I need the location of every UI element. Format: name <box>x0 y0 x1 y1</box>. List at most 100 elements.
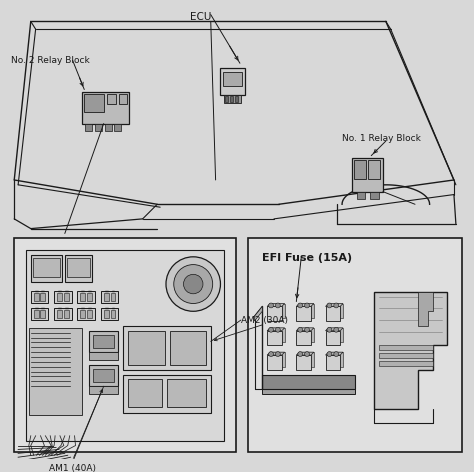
Bar <box>368 160 380 179</box>
Circle shape <box>183 274 203 294</box>
Bar <box>110 310 115 318</box>
Bar <box>77 291 95 303</box>
Circle shape <box>305 352 310 356</box>
Polygon shape <box>296 355 311 370</box>
Polygon shape <box>326 331 340 346</box>
Text: AM2 (30A): AM2 (30A) <box>241 316 288 325</box>
Polygon shape <box>296 328 314 331</box>
Bar <box>54 308 72 320</box>
Bar <box>167 379 206 406</box>
Circle shape <box>275 352 280 356</box>
Bar <box>81 310 85 318</box>
Bar <box>89 365 118 386</box>
Polygon shape <box>267 352 285 355</box>
Polygon shape <box>296 303 314 306</box>
Circle shape <box>334 303 338 308</box>
Bar <box>248 238 462 452</box>
Circle shape <box>275 303 280 308</box>
Polygon shape <box>328 352 343 367</box>
Bar <box>101 308 118 320</box>
Bar <box>123 374 211 413</box>
Bar <box>67 258 90 277</box>
Circle shape <box>305 303 310 308</box>
Polygon shape <box>296 306 311 321</box>
Bar <box>77 308 95 320</box>
Bar <box>379 346 433 350</box>
Bar <box>114 124 121 131</box>
Bar <box>110 293 115 301</box>
Bar <box>57 310 62 318</box>
Bar <box>170 331 206 365</box>
Bar <box>84 94 104 112</box>
Polygon shape <box>328 328 343 342</box>
Circle shape <box>266 379 274 386</box>
Polygon shape <box>255 306 262 321</box>
Circle shape <box>334 352 338 356</box>
Bar <box>87 310 92 318</box>
Bar <box>31 291 48 303</box>
Bar <box>123 326 211 370</box>
Bar <box>89 352 118 360</box>
Bar <box>220 68 245 95</box>
Polygon shape <box>270 303 285 318</box>
Bar <box>87 293 92 301</box>
Bar <box>34 293 38 301</box>
Circle shape <box>174 265 213 303</box>
Bar <box>230 96 233 102</box>
Bar <box>89 386 118 394</box>
Polygon shape <box>267 328 285 331</box>
Circle shape <box>327 328 332 332</box>
Text: AM1 (40A): AM1 (40A) <box>49 464 96 472</box>
Polygon shape <box>299 303 314 318</box>
Bar <box>33 258 60 277</box>
Text: No. 2 Relay Block: No. 2 Relay Block <box>11 57 90 66</box>
Polygon shape <box>267 303 285 306</box>
Polygon shape <box>326 328 343 331</box>
Circle shape <box>305 328 310 332</box>
Bar <box>354 160 366 179</box>
Bar <box>40 293 46 301</box>
Polygon shape <box>267 331 282 346</box>
Bar <box>26 250 224 441</box>
Circle shape <box>298 303 303 308</box>
Bar <box>379 361 433 366</box>
Bar <box>31 255 62 282</box>
Bar <box>64 293 69 301</box>
Bar <box>379 353 433 358</box>
Bar <box>81 293 85 301</box>
Bar <box>107 94 117 104</box>
Polygon shape <box>299 352 314 367</box>
Polygon shape <box>418 292 433 326</box>
Bar <box>40 310 46 318</box>
Bar <box>95 124 102 131</box>
Bar <box>65 255 92 282</box>
Text: EFI Fuse (15A): EFI Fuse (15A) <box>262 253 352 263</box>
Polygon shape <box>328 303 343 318</box>
Bar <box>54 291 72 303</box>
Bar <box>235 96 238 102</box>
Polygon shape <box>326 306 340 321</box>
Circle shape <box>275 328 280 332</box>
Bar <box>105 124 111 131</box>
Bar <box>223 72 242 85</box>
Polygon shape <box>270 352 285 367</box>
Circle shape <box>166 257 220 312</box>
Polygon shape <box>374 292 447 409</box>
Bar <box>262 374 355 389</box>
Polygon shape <box>326 355 340 370</box>
Bar <box>31 308 48 320</box>
Bar <box>93 369 114 382</box>
Polygon shape <box>296 331 311 346</box>
Bar <box>34 310 38 318</box>
Circle shape <box>298 328 303 332</box>
Bar <box>128 331 165 365</box>
Bar <box>119 94 127 104</box>
Bar <box>82 93 129 124</box>
Bar <box>370 192 379 199</box>
Polygon shape <box>267 306 282 321</box>
Bar <box>89 331 118 352</box>
Circle shape <box>298 352 303 356</box>
Polygon shape <box>326 303 343 306</box>
Bar <box>104 293 109 301</box>
Circle shape <box>269 328 273 332</box>
